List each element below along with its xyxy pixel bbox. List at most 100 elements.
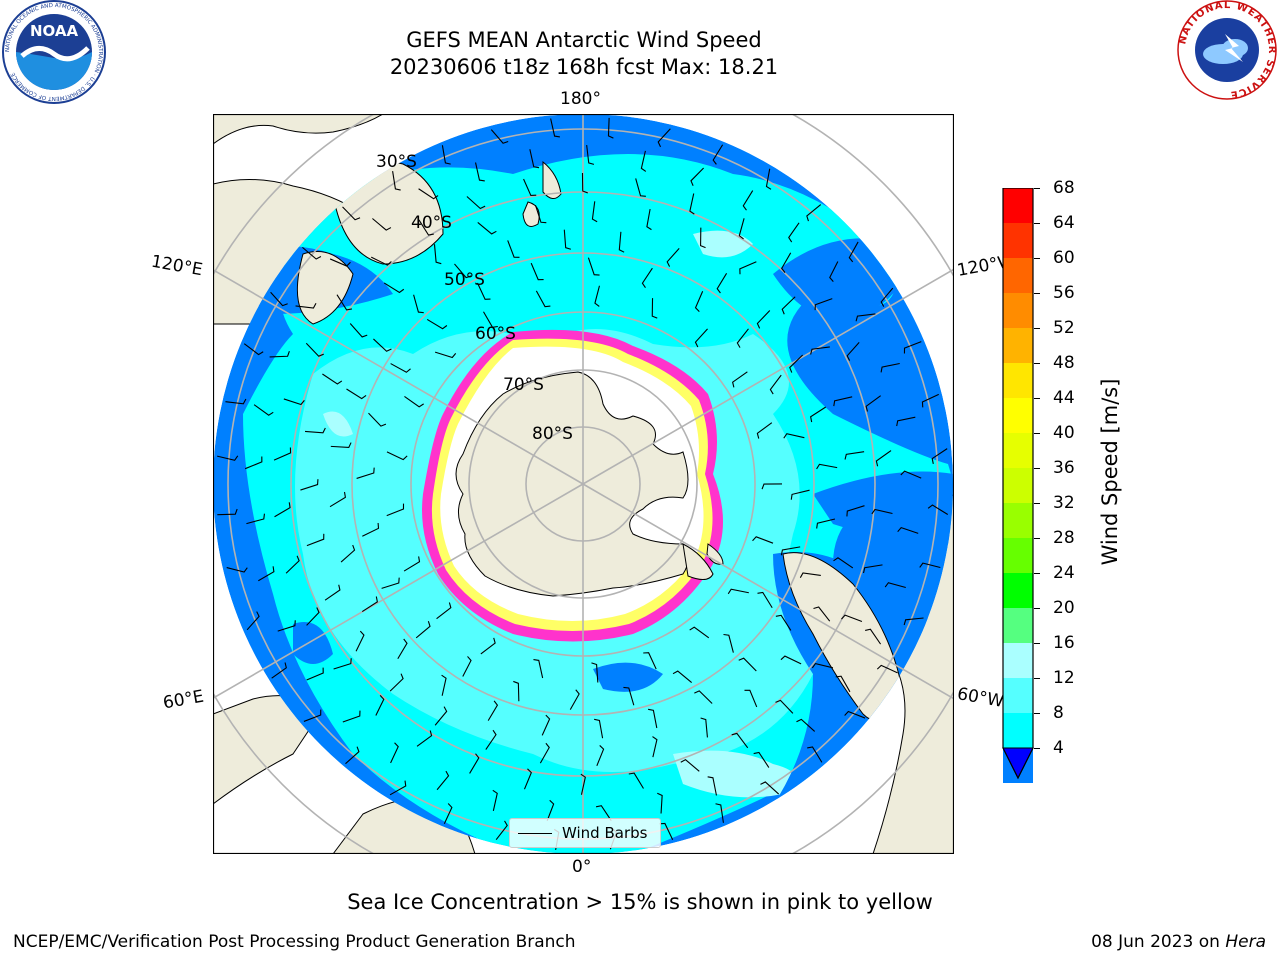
- wind-barb: [931, 448, 948, 464]
- wind-barb: [404, 395, 424, 408]
- wind-barb: [752, 536, 774, 544]
- wind-barb: [403, 556, 421, 572]
- colorbar-tick-mark: [1034, 503, 1040, 504]
- colorbar-segment: [1003, 328, 1033, 363]
- wind-barb: [783, 433, 805, 439]
- wind-barb: [757, 591, 773, 609]
- wind-barb: [277, 620, 296, 632]
- wind-barb: [389, 780, 407, 796]
- colorbar-tick-label: 48: [1053, 353, 1075, 373]
- wind-barb: [330, 442, 352, 449]
- wind-barb: [306, 533, 325, 547]
- wind-barb: [483, 311, 498, 328]
- wind-barb: [361, 596, 378, 613]
- lat-label-30s: 30°S: [376, 152, 417, 172]
- wind-barb: [723, 633, 734, 653]
- wind-barb: [643, 652, 657, 670]
- wind-barb: [303, 709, 322, 722]
- wind-barb: [487, 700, 499, 721]
- wind-barb: [753, 751, 770, 768]
- wind-barb: [657, 792, 663, 814]
- legend-line-icon: [518, 832, 552, 834]
- wind-barb: [848, 241, 859, 263]
- wind-barb: [760, 781, 780, 795]
- wind-barb: [876, 664, 898, 674]
- wind-barb: [345, 746, 360, 765]
- wind-barb: [591, 662, 599, 683]
- colorbar-tick-mark: [1034, 608, 1040, 609]
- lat-label-60s: 60°S: [475, 324, 516, 344]
- wind-barb: [392, 171, 401, 191]
- colorbar-tick-mark: [1034, 188, 1040, 189]
- wind-barb: [480, 637, 496, 655]
- wind-barb: [807, 746, 823, 763]
- wind-barb: [383, 282, 405, 294]
- wind-barbs: [217, 117, 949, 851]
- wind-barb: [370, 256, 392, 266]
- wind-barb: [756, 422, 773, 439]
- wind-barb: [594, 718, 604, 739]
- wind-barb: [375, 694, 385, 716]
- wind-barb: [900, 470, 922, 479]
- wind-barb: [418, 188, 439, 200]
- wind-barb: [789, 354, 804, 373]
- colorbar-segment: [1003, 433, 1033, 468]
- colorbar-segment: [1003, 678, 1033, 713]
- wind-barb: [271, 662, 287, 679]
- lon-label-60e: 60°E: [161, 686, 206, 714]
- chart-title: GEFS MEAN Antarctic Wind Speed: [406, 28, 762, 52]
- lon-label-120e: 120°E: [149, 251, 205, 281]
- wind-barb: [732, 371, 748, 388]
- wind-barb: [810, 346, 830, 355]
- colorbar-tick-mark: [1034, 748, 1040, 749]
- wind-barb: [253, 404, 274, 416]
- wind-barb: [569, 689, 580, 710]
- colorbar-tick-mark: [1034, 223, 1040, 224]
- wind-barb: [829, 261, 839, 282]
- colorbar-tick-mark: [1034, 433, 1040, 434]
- wind-barb: [546, 799, 555, 821]
- wind-barb: [652, 736, 658, 758]
- wind-barb: [694, 328, 708, 348]
- wind-barb: [811, 662, 834, 669]
- wind-barb: [862, 564, 883, 574]
- wind-barb: [813, 606, 831, 622]
- wind-barb: [775, 699, 794, 714]
- wind-barb: [324, 584, 341, 601]
- wind-barb: [368, 412, 387, 427]
- colorbar-tick-label: 12: [1053, 668, 1075, 688]
- colorbar-tick-label: 52: [1053, 318, 1075, 338]
- wind-barb: [413, 294, 424, 314]
- colorbar-tick-mark: [1034, 293, 1040, 294]
- wind-barb: [390, 742, 399, 764]
- colorbar-segment: [1003, 538, 1033, 573]
- wind-barb: [690, 167, 705, 186]
- wind-barb: [806, 204, 822, 222]
- lat-label-70s: 70°S: [503, 375, 544, 395]
- colorbar-tick-mark: [1034, 643, 1040, 644]
- wind-barb: [474, 162, 485, 182]
- wind-barb: [397, 638, 408, 660]
- colorbar-tick-mark: [1034, 713, 1040, 714]
- wind-barb: [657, 128, 671, 148]
- wind-barb: [591, 201, 598, 223]
- wind-barb: [618, 231, 625, 253]
- wind-barb: [390, 363, 411, 373]
- colorbar-tick-mark: [1034, 573, 1040, 574]
- wind-barb: [529, 149, 540, 169]
- legend-label: Wind Barbs: [562, 824, 648, 842]
- wind-barb: [415, 621, 431, 639]
- lon-label-0: 0°: [572, 857, 592, 877]
- wind-barb: [269, 350, 290, 358]
- wind-barb: [587, 257, 600, 276]
- wind-barb: [436, 602, 452, 620]
- wind-barb: [780, 546, 801, 556]
- wind-barb: [274, 502, 291, 518]
- wind-barb: [304, 427, 326, 434]
- colorbar-tick-label: 60: [1053, 248, 1075, 268]
- map-legend: Wind Barbs: [509, 818, 661, 848]
- wind-barb: [846, 505, 865, 517]
- noaa-logo: NATIONAL OCEANIC AND ATMOSPHERIC ADMINIS…: [2, 0, 106, 104]
- wind-barb: [865, 395, 881, 412]
- wind-barb: [563, 229, 571, 250]
